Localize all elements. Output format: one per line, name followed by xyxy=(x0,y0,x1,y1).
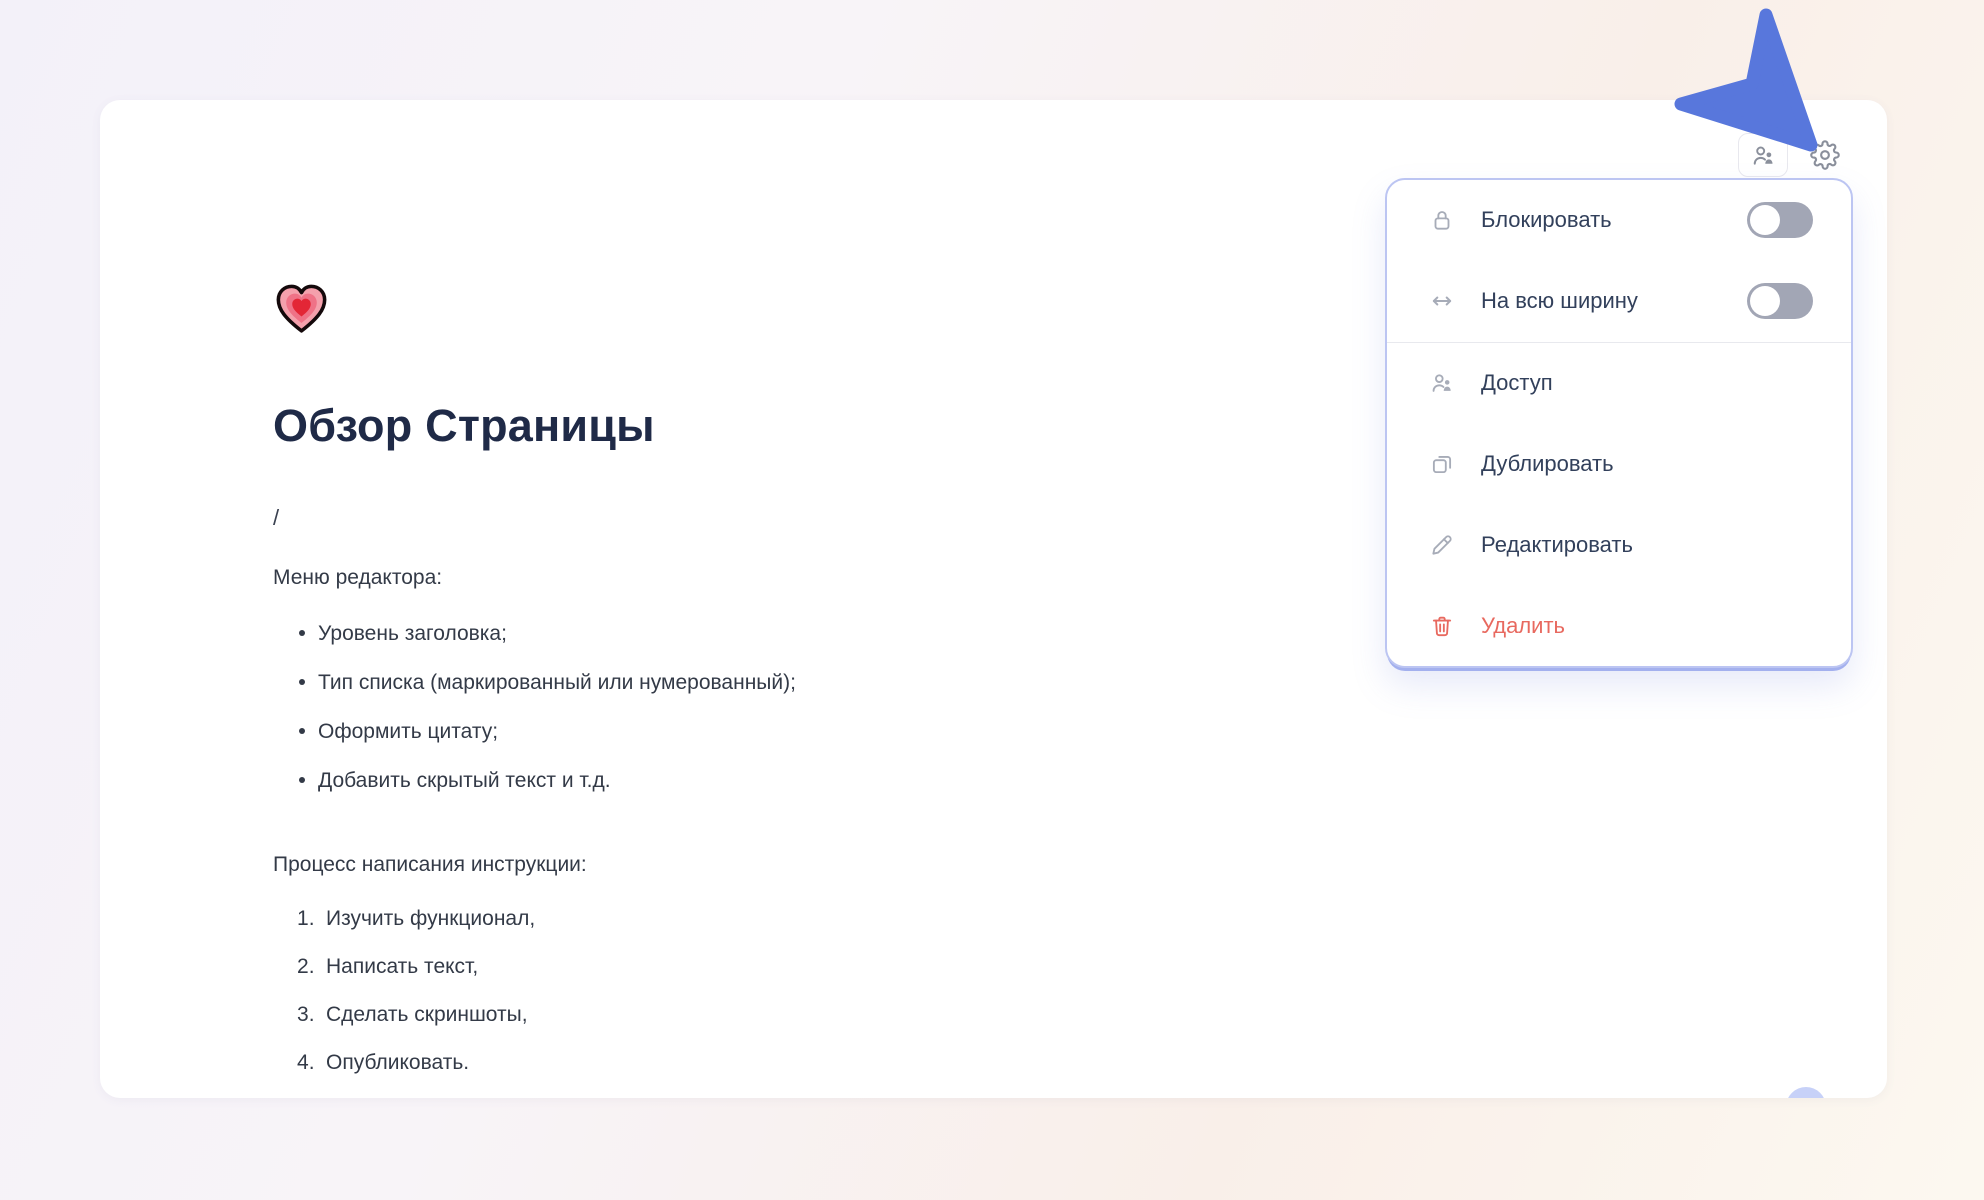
page-title: Обзор Страницы xyxy=(273,400,655,451)
menu-item-label: Доступ xyxy=(1481,370,1553,396)
menu-item-full-width[interactable]: На всю ширину xyxy=(1387,261,1851,342)
width-arrows-icon xyxy=(1427,287,1457,315)
numbered-list: Изучить функционал, Написать текст, Сдел… xyxy=(273,907,1373,1098)
list-item: Изучить функционал, xyxy=(297,907,536,931)
trash-icon xyxy=(1427,613,1457,639)
bullet-list: Уровень заголовка; Тип списка (маркирова… xyxy=(273,622,1373,818)
paragraph-writing-process: Процесс написания инструкции: xyxy=(273,853,587,876)
full-width-toggle[interactable] xyxy=(1747,283,1813,320)
menu-item-label: Редактировать xyxy=(1481,531,1633,557)
paragraph-editor-menu: Меню редактора: xyxy=(273,566,443,589)
list-item: Тип списка (маркированный или нумерованн… xyxy=(273,671,1373,720)
floating-action-button-partial[interactable] xyxy=(1786,1087,1826,1098)
list-item: Уровень заголовка; xyxy=(273,622,1373,671)
page-toolbar xyxy=(1738,133,1850,177)
list-item: Написать текст, xyxy=(297,955,479,979)
people-icon xyxy=(1427,370,1457,396)
menu-item-label: Удалить xyxy=(1481,612,1565,638)
share-button[interactable] xyxy=(1738,133,1788,177)
menu-item-access[interactable]: Доступ xyxy=(1387,343,1851,424)
settings-menu: Блокировать На всю ширину xyxy=(1385,178,1853,668)
settings-button[interactable] xyxy=(1800,133,1850,177)
menu-item-duplicate[interactable]: Дублировать xyxy=(1387,423,1851,504)
menu-item-label: На всю ширину xyxy=(1481,288,1638,314)
menu-divider xyxy=(1387,341,1851,343)
pencil-icon xyxy=(1427,532,1457,558)
menu-item-delete[interactable]: Удалить xyxy=(1387,585,1851,666)
menu-item-label: Дублировать xyxy=(1481,450,1614,476)
list-item: Сделать скриншоты, xyxy=(297,1003,528,1027)
lock-toggle[interactable] xyxy=(1747,202,1813,239)
duplicate-icon xyxy=(1427,451,1457,477)
slash-command-placeholder[interactable]: / xyxy=(273,505,280,530)
toggle-knob xyxy=(1750,205,1780,236)
list-item: Оформить цитату; xyxy=(273,720,1373,769)
lock-icon xyxy=(1427,207,1457,233)
toggle-knob xyxy=(1750,286,1780,317)
growing-heart-emoji xyxy=(273,281,330,338)
gear-icon xyxy=(1810,140,1840,170)
menu-item-lock[interactable]: Блокировать xyxy=(1387,180,1851,261)
menu-item-edit[interactable]: Редактировать xyxy=(1387,504,1851,585)
list-item: Опубликовать. xyxy=(297,1051,470,1075)
people-icon xyxy=(1750,142,1777,169)
menu-item-label: Блокировать xyxy=(1481,207,1612,233)
document-body: Обзор Страницы / Меню редактора: Уровень… xyxy=(273,281,1373,1098)
list-item: Добавить скрытый текст и т.д. xyxy=(273,769,1373,818)
